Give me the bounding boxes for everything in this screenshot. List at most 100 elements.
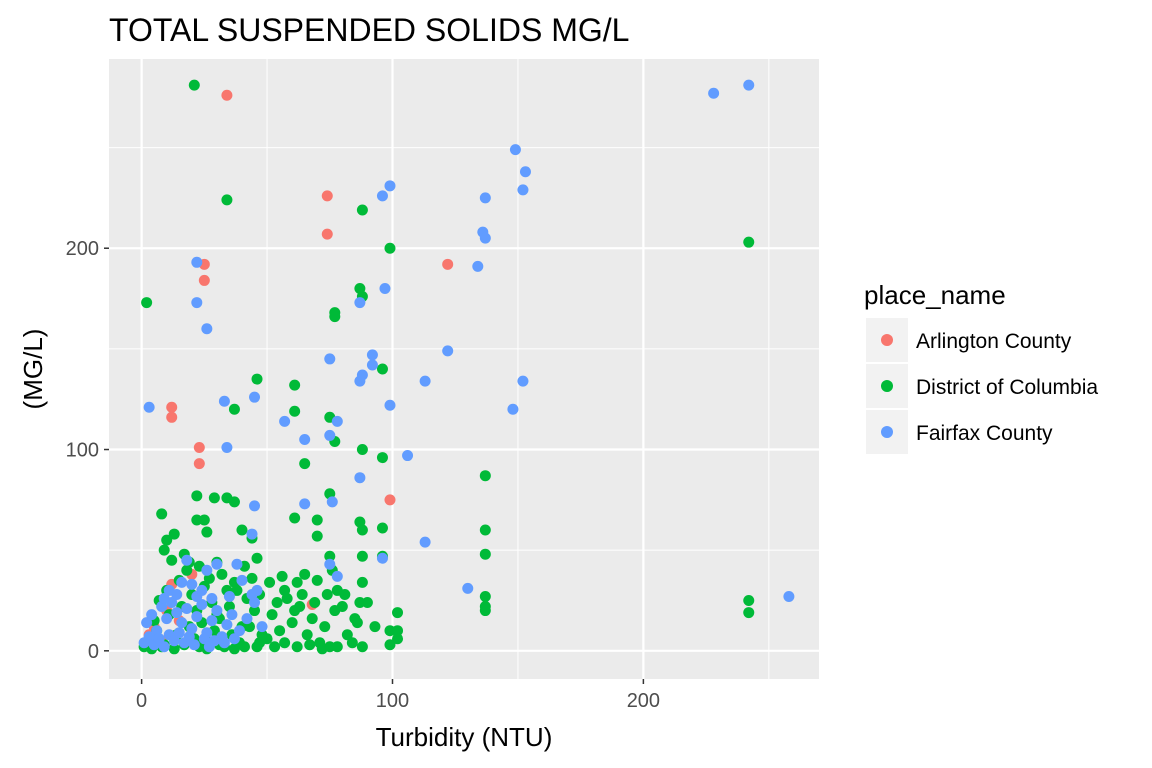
data-point xyxy=(324,429,336,441)
data-point xyxy=(339,588,351,600)
data-point xyxy=(321,588,333,600)
legend: place_name Arlington County District of C… xyxy=(864,280,1098,454)
legend-marker xyxy=(881,334,893,346)
legend-label: District of Columbia xyxy=(916,376,1098,399)
data-point xyxy=(191,256,203,268)
data-point xyxy=(366,359,378,371)
data-point xyxy=(301,629,313,641)
data-point xyxy=(201,526,213,538)
data-point xyxy=(442,258,454,270)
y-tick-label: 200 xyxy=(66,238,99,260)
data-point xyxy=(233,625,245,637)
data-point xyxy=(276,570,288,582)
x-tick-label: 0 xyxy=(136,690,147,712)
data-point xyxy=(254,637,266,649)
data-point xyxy=(384,180,396,192)
data-point xyxy=(251,584,263,596)
data-point xyxy=(271,597,283,609)
data-point xyxy=(264,576,276,588)
x-tick-label: 100 xyxy=(376,690,409,712)
data-point xyxy=(156,508,168,520)
data-point xyxy=(324,550,336,562)
data-point xyxy=(166,401,178,413)
data-point xyxy=(289,379,301,391)
data-point xyxy=(329,605,341,617)
data-point xyxy=(251,373,263,385)
data-point xyxy=(256,621,268,633)
data-point xyxy=(143,631,155,643)
data-point xyxy=(346,637,358,649)
data-point xyxy=(241,613,253,625)
data-point xyxy=(266,609,278,621)
data-point xyxy=(218,395,230,407)
data-point xyxy=(153,633,165,645)
data-point xyxy=(221,89,233,101)
data-point xyxy=(181,603,193,615)
data-point xyxy=(181,554,193,566)
data-point xyxy=(479,232,491,244)
data-point xyxy=(168,635,180,647)
data-point xyxy=(161,613,173,625)
data-point xyxy=(321,190,333,202)
data-point xyxy=(196,599,208,611)
x-axis-title: Turbidity (NTU) xyxy=(376,722,553,752)
data-point xyxy=(158,592,170,604)
data-point xyxy=(517,375,529,387)
data-point xyxy=(351,617,363,629)
data-point xyxy=(743,236,755,248)
data-point xyxy=(479,470,491,482)
data-point xyxy=(442,345,454,357)
data-point xyxy=(392,607,404,619)
data-point xyxy=(146,609,158,621)
data-point xyxy=(517,184,529,196)
data-point xyxy=(419,536,431,548)
data-point xyxy=(221,619,233,631)
y-tick-label: 100 xyxy=(66,440,99,462)
data-point xyxy=(191,297,203,309)
data-point xyxy=(191,514,203,526)
data-point xyxy=(384,639,396,651)
plot-panel xyxy=(109,59,819,679)
data-point xyxy=(201,323,213,335)
data-point xyxy=(206,592,218,604)
data-point xyxy=(366,349,378,361)
data-point xyxy=(168,528,180,540)
data-point xyxy=(356,204,368,216)
data-point xyxy=(274,625,286,637)
data-point xyxy=(331,641,343,653)
legend-marker xyxy=(881,380,893,392)
data-point xyxy=(356,524,368,536)
data-point xyxy=(299,433,311,445)
data-point xyxy=(321,228,333,240)
data-point xyxy=(228,496,240,508)
data-point xyxy=(354,375,366,387)
data-point xyxy=(743,594,755,606)
data-point xyxy=(311,530,323,542)
data-point xyxy=(193,458,205,470)
data-point xyxy=(384,399,396,411)
data-point xyxy=(743,607,755,619)
data-point xyxy=(356,641,368,653)
data-point xyxy=(176,576,188,588)
data-point xyxy=(324,558,336,570)
data-point xyxy=(384,494,396,506)
legend-label: Fairfax County xyxy=(916,422,1053,445)
data-point xyxy=(479,192,491,204)
x-tick-label: 200 xyxy=(627,690,660,712)
chart-title: TOTAL SUSPENDED SOLIDS MG/L xyxy=(109,12,629,48)
data-point xyxy=(356,444,368,456)
data-point xyxy=(166,554,178,566)
data-point xyxy=(158,544,170,556)
data-point xyxy=(316,643,328,655)
data-point xyxy=(198,514,210,526)
data-point xyxy=(472,260,484,272)
data-point xyxy=(166,411,178,423)
data-point xyxy=(279,637,291,649)
data-point xyxy=(361,597,373,609)
data-point xyxy=(354,472,366,484)
data-point xyxy=(379,282,391,294)
data-point xyxy=(236,524,248,536)
data-point xyxy=(238,641,250,653)
data-point xyxy=(161,534,173,546)
data-point xyxy=(141,297,153,309)
